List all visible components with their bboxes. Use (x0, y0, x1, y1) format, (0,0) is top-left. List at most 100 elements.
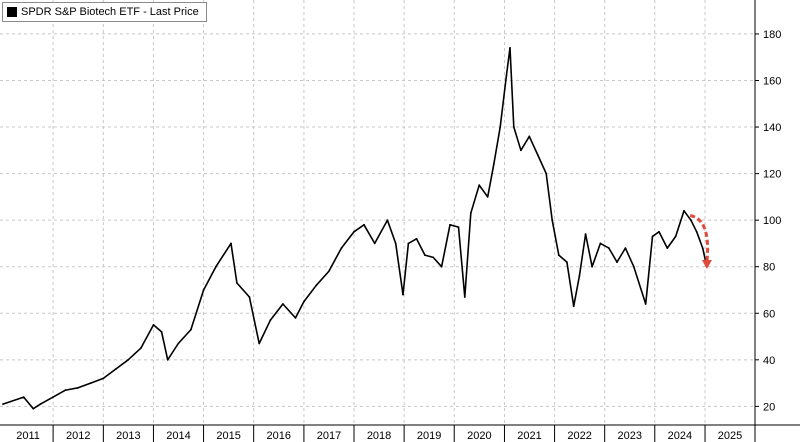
series-point (77, 386, 79, 389)
series-point (39, 403, 42, 405)
series-point (701, 247, 704, 250)
series-point (591, 265, 593, 268)
series-point (89, 382, 92, 384)
series-point (578, 275, 581, 277)
series-point (683, 209, 685, 212)
series-point (303, 300, 305, 303)
arrow-shaft (689, 214, 710, 262)
series-point (2, 403, 4, 405)
x-axis: 2011 2012 2013 2014 2015 2016 2017 2018 2019 2020… (0, 424, 800, 442)
y-tick-label: 180 (763, 29, 781, 41)
series-point (505, 74, 508, 77)
series-point (440, 265, 443, 268)
series-point (32, 407, 35, 410)
x-tick-label: 2020 (467, 430, 491, 442)
series-point (282, 303, 284, 305)
arrow-head (701, 260, 712, 270)
y-tick-label: 60 (763, 308, 775, 320)
series-point (566, 261, 568, 263)
series-point (139, 347, 142, 350)
series-point (616, 261, 618, 263)
x-tick-label: 2021 (517, 430, 541, 442)
series-point (658, 230, 660, 233)
x-tick-label: 2019 (417, 430, 441, 442)
series-point (492, 163, 495, 166)
series-point (248, 296, 251, 298)
series-point (557, 254, 560, 256)
series-point (215, 265, 217, 268)
series-point (415, 237, 418, 240)
series-point (327, 270, 330, 273)
y-tick-label: 100 (763, 215, 781, 227)
series-point (258, 342, 261, 345)
series-point (432, 256, 435, 259)
x-tick-label: 2023 (617, 430, 641, 442)
series-point (520, 149, 522, 152)
series-point (469, 212, 472, 215)
series-point (402, 293, 404, 296)
series-point (584, 233, 587, 236)
y-axis: 20 40 60 80 100 120 140 160 180 (754, 0, 781, 442)
series-point (102, 377, 105, 380)
series-point (666, 247, 669, 250)
x-tick-label: 2022 (567, 430, 591, 442)
x-tick-label: 2015 (216, 430, 240, 442)
y-tick-label: 80 (763, 262, 775, 274)
series-point (624, 247, 627, 250)
series-point (572, 305, 575, 308)
series-point (236, 282, 238, 284)
series-group (2, 47, 708, 410)
y-tick-label: 160 (763, 75, 781, 87)
series-point (363, 223, 365, 226)
series-point (651, 235, 654, 238)
series-point (644, 303, 647, 305)
series-point (373, 242, 376, 245)
series-point (512, 126, 515, 128)
series-point (230, 242, 232, 245)
y-tick-label: 20 (763, 401, 775, 413)
series-point (499, 126, 502, 128)
series-point (315, 284, 318, 287)
series-point (632, 265, 635, 268)
series-point (177, 342, 180, 345)
series-point (509, 47, 511, 49)
series-point (160, 331, 163, 333)
series-point (269, 319, 272, 322)
x-tick-label: 2013 (116, 430, 140, 442)
x-tick-label: 2014 (166, 430, 190, 442)
series-point (22, 396, 25, 398)
x-tick-label: 2025 (718, 430, 742, 442)
legend-label: SPDR S&P Biotech ETF - Last Price (21, 6, 199, 18)
series-point (608, 247, 610, 250)
series-point (463, 296, 466, 298)
series-point (695, 230, 698, 233)
series-point (545, 172, 548, 175)
series-point (551, 219, 554, 222)
series-point (599, 242, 602, 245)
series-point (528, 135, 531, 138)
series-point (457, 226, 460, 229)
series-point (294, 317, 297, 319)
series-point (152, 324, 155, 326)
x-tick-label: 2016 (267, 430, 291, 442)
x-tick-label: 2011 (16, 430, 40, 442)
series-point (52, 396, 54, 398)
series-point (190, 328, 192, 331)
series-point (127, 358, 130, 361)
x-tick-label: 2012 (66, 430, 90, 442)
series-point (407, 242, 410, 245)
y-tick-label: 40 (763, 355, 775, 367)
series-point (424, 254, 426, 256)
series-line (2, 47, 708, 410)
legend: SPDR S&P Biotech ETF - Last Price (2, 2, 207, 22)
series-point (449, 223, 451, 226)
annotations (689, 214, 712, 270)
series-point (478, 184, 481, 187)
series-point (394, 242, 397, 245)
x-tick-label: 2017 (317, 430, 341, 442)
series-point (114, 368, 117, 370)
series-point (64, 389, 67, 391)
series-point (353, 230, 355, 233)
series-point (340, 247, 343, 250)
